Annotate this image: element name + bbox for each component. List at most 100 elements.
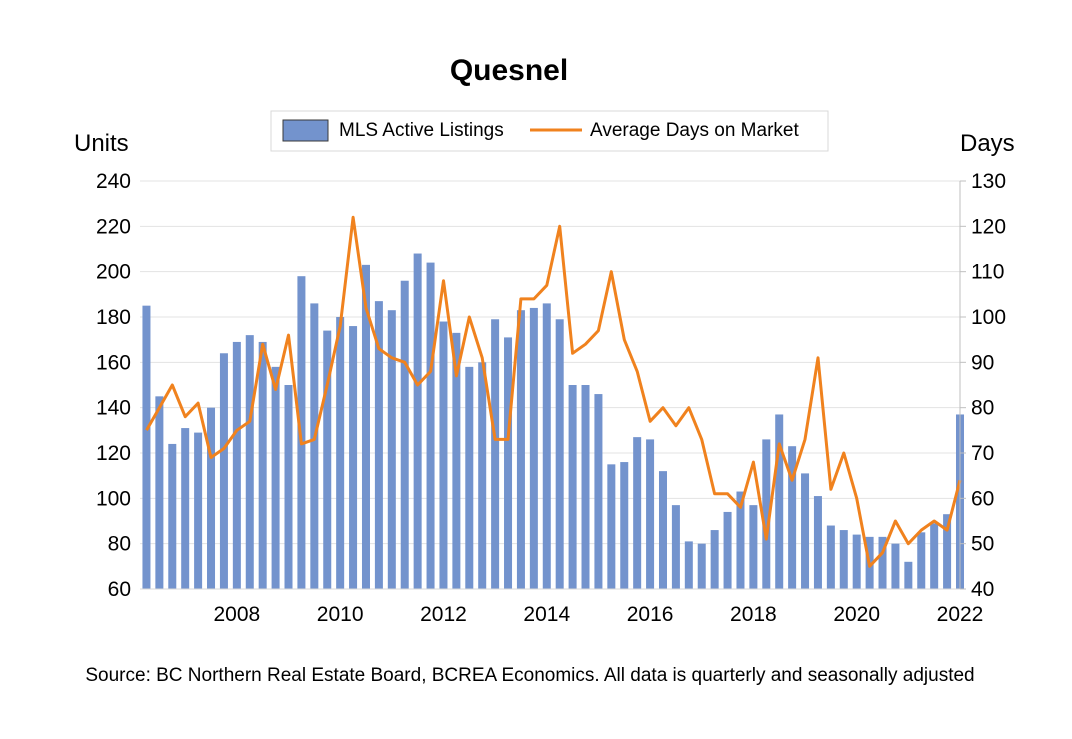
y-right-tick-label: 50 bbox=[971, 533, 994, 556]
y-left-tick-label: 140 bbox=[96, 397, 131, 420]
bar bbox=[801, 473, 810, 589]
y-left-tick-label: 160 bbox=[96, 351, 131, 374]
bar bbox=[142, 305, 151, 589]
bar bbox=[607, 464, 616, 589]
y-right-tick-label: 90 bbox=[971, 351, 994, 374]
bar bbox=[336, 317, 345, 589]
bar bbox=[852, 534, 861, 589]
x-tick-label: 2014 bbox=[523, 603, 570, 626]
bar bbox=[194, 432, 203, 589]
bar bbox=[181, 428, 190, 589]
bar bbox=[426, 262, 435, 589]
bar bbox=[465, 366, 474, 589]
y-left-tick-label: 60 bbox=[108, 578, 131, 601]
y-left-tick-label: 80 bbox=[108, 533, 131, 556]
bar bbox=[762, 439, 771, 589]
source-note: Source: BC Northern Real Estate Board, B… bbox=[85, 665, 974, 686]
y-right-tick-label: 40 bbox=[971, 578, 994, 601]
bar bbox=[697, 543, 706, 589]
bar bbox=[168, 443, 177, 589]
x-tick-labels: 2008 2010 2012 2014 2016 2018 2020 2022 bbox=[213, 603, 983, 626]
bar bbox=[155, 396, 164, 589]
y-right-tick-labels: 40 50 60 70 80 90 100 110 120 130 bbox=[960, 170, 1006, 601]
bar bbox=[671, 505, 680, 589]
bar bbox=[633, 437, 642, 589]
bar bbox=[413, 253, 422, 590]
bar bbox=[374, 301, 383, 589]
bar bbox=[723, 511, 732, 589]
bar bbox=[504, 337, 513, 589]
bar bbox=[219, 353, 228, 589]
y-left-tick-label: 220 bbox=[96, 215, 131, 238]
bar bbox=[245, 335, 254, 589]
bar bbox=[284, 385, 293, 589]
bars-mls-active-listings bbox=[142, 253, 965, 590]
y-right-tick-label: 130 bbox=[971, 170, 1006, 193]
bar bbox=[387, 310, 396, 589]
x-tick-label: 2018 bbox=[730, 603, 777, 626]
y-right-tick-label: 80 bbox=[971, 397, 994, 420]
bar bbox=[943, 514, 952, 589]
bar bbox=[439, 321, 448, 589]
bar bbox=[646, 439, 655, 589]
x-tick-label: 2016 bbox=[627, 603, 674, 626]
series-line bbox=[145, 215, 962, 568]
x-tick-label: 2022 bbox=[937, 603, 984, 626]
bar bbox=[568, 385, 577, 589]
bar bbox=[917, 532, 926, 589]
bar bbox=[788, 446, 797, 589]
bar bbox=[529, 307, 538, 589]
bar bbox=[826, 525, 835, 589]
y-right-tick-label: 110 bbox=[971, 261, 1004, 284]
bar bbox=[361, 264, 370, 589]
bar bbox=[594, 394, 603, 589]
y-left-axis-title: Units bbox=[74, 130, 129, 157]
y-left-tick-label: 240 bbox=[96, 170, 131, 193]
bar bbox=[658, 471, 667, 589]
y-right-tick-label: 120 bbox=[971, 215, 1006, 238]
bar bbox=[813, 496, 822, 589]
legend-label-days: Average Days on Market bbox=[590, 120, 799, 141]
bar bbox=[400, 280, 409, 589]
x-tick-label: 2012 bbox=[420, 603, 467, 626]
y-left-tick-label: 120 bbox=[96, 442, 131, 465]
legend-swatch-listings bbox=[282, 119, 329, 142]
bar bbox=[839, 530, 848, 589]
bar bbox=[452, 332, 461, 589]
bar bbox=[555, 319, 564, 589]
legend: MLS Active Listings Average Days on Mark… bbox=[270, 110, 829, 152]
bar bbox=[323, 330, 332, 589]
y-left-tick-label: 100 bbox=[96, 487, 131, 510]
bar bbox=[749, 505, 758, 589]
line-average-days-on-market bbox=[145, 215, 962, 568]
bar bbox=[516, 310, 525, 589]
bar bbox=[930, 523, 939, 589]
bar bbox=[878, 536, 887, 589]
bar bbox=[271, 366, 280, 589]
bar bbox=[349, 326, 358, 589]
x-tick-label: 2020 bbox=[833, 603, 880, 626]
bar bbox=[258, 341, 267, 589]
legend-label-listings: MLS Active Listings bbox=[339, 120, 504, 141]
bar bbox=[232, 341, 241, 589]
bar bbox=[736, 491, 745, 589]
y-right-tick-label: 70 bbox=[971, 442, 994, 465]
chart-title: Quesnel bbox=[450, 54, 568, 87]
y-left-tick-label: 180 bbox=[96, 306, 131, 329]
bar bbox=[491, 319, 500, 589]
y-right-axis-title: Days bbox=[960, 130, 1015, 157]
bar bbox=[904, 561, 913, 589]
y-left-tick-labels: 60 80 100 120 140 160 180 200 220 240 bbox=[96, 170, 131, 601]
bar bbox=[542, 303, 551, 589]
bar bbox=[891, 543, 900, 589]
bar bbox=[775, 414, 784, 589]
bar bbox=[581, 385, 590, 589]
x-tick-label: 2008 bbox=[213, 603, 260, 626]
bar bbox=[478, 362, 487, 589]
y-right-tick-label: 100 bbox=[971, 306, 1006, 329]
bar bbox=[684, 541, 693, 589]
bar bbox=[310, 303, 319, 589]
bar bbox=[620, 462, 629, 589]
bar bbox=[207, 407, 216, 589]
